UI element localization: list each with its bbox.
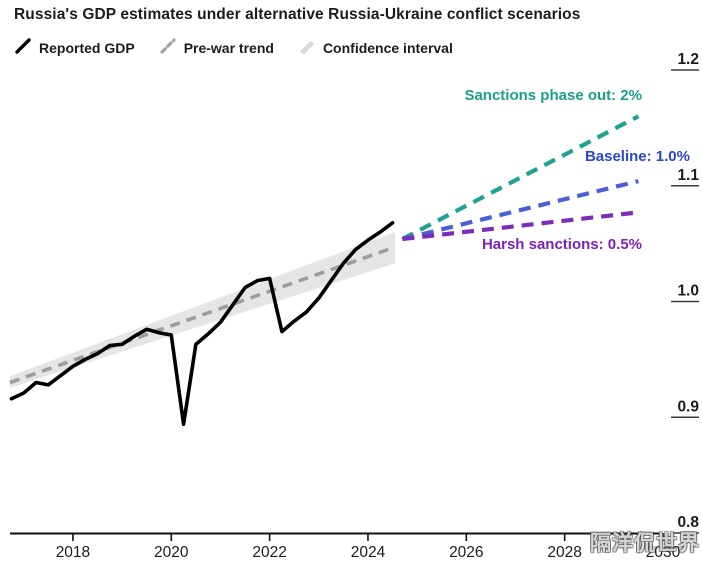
x-tick-label: 2020 (154, 544, 189, 561)
annotation-harsh-sanctions: Harsh sanctions: 0.5% (481, 236, 642, 253)
series-pre-war-trend (9, 245, 396, 385)
legend-item-confidence-interval: Confidence interval (298, 36, 453, 60)
legend-item-reported-gdp: Reported GDP (14, 37, 135, 60)
legend-label: Reported GDP (39, 40, 135, 56)
y-tick-label: 0.8 (677, 514, 699, 531)
series-sanctions-phase-out-2- (401, 114, 640, 241)
confidence-band (10, 232, 396, 388)
x-tick-label: 2024 (351, 544, 386, 561)
series-baseline-1-0- (401, 179, 639, 242)
annotation-baseline: Baseline: 1.0% (584, 148, 690, 165)
x-tick-label: 2030 (646, 544, 681, 561)
x-tick-label: 2028 (547, 544, 581, 561)
y-tick-label: 1.0 (677, 283, 699, 300)
x-tick-label: 2026 (449, 544, 483, 561)
x-tick-label: 2018 (56, 544, 90, 561)
annotation-sanctions-phase-out: Sanctions phase out: 2% (464, 87, 642, 104)
legend-label: Pre-war trend (183, 40, 274, 56)
y-tick-label: 1.2 (677, 51, 699, 68)
page-title: Russia's GDP estimates under alternative… (14, 6, 581, 23)
x-tick-label: 2022 (252, 544, 286, 561)
legend-label: Confidence interval (322, 40, 453, 56)
watermark: 隔洋侃世界 (590, 532, 700, 555)
series-reported-gdp (9, 220, 395, 426)
dashed-slash-icon (159, 37, 177, 60)
y-tick-label: 0.9 (677, 398, 699, 415)
solid-slash-icon (14, 37, 32, 60)
legend: Reported GDP Pre-war trend Confidence in… (14, 36, 453, 60)
y-tick-label: 1.1 (677, 167, 699, 184)
series-harsh-sanctions-0-5- (402, 210, 639, 242)
band-icon (298, 36, 316, 60)
legend-item-prewar-trend: Pre-war trend (159, 37, 274, 60)
